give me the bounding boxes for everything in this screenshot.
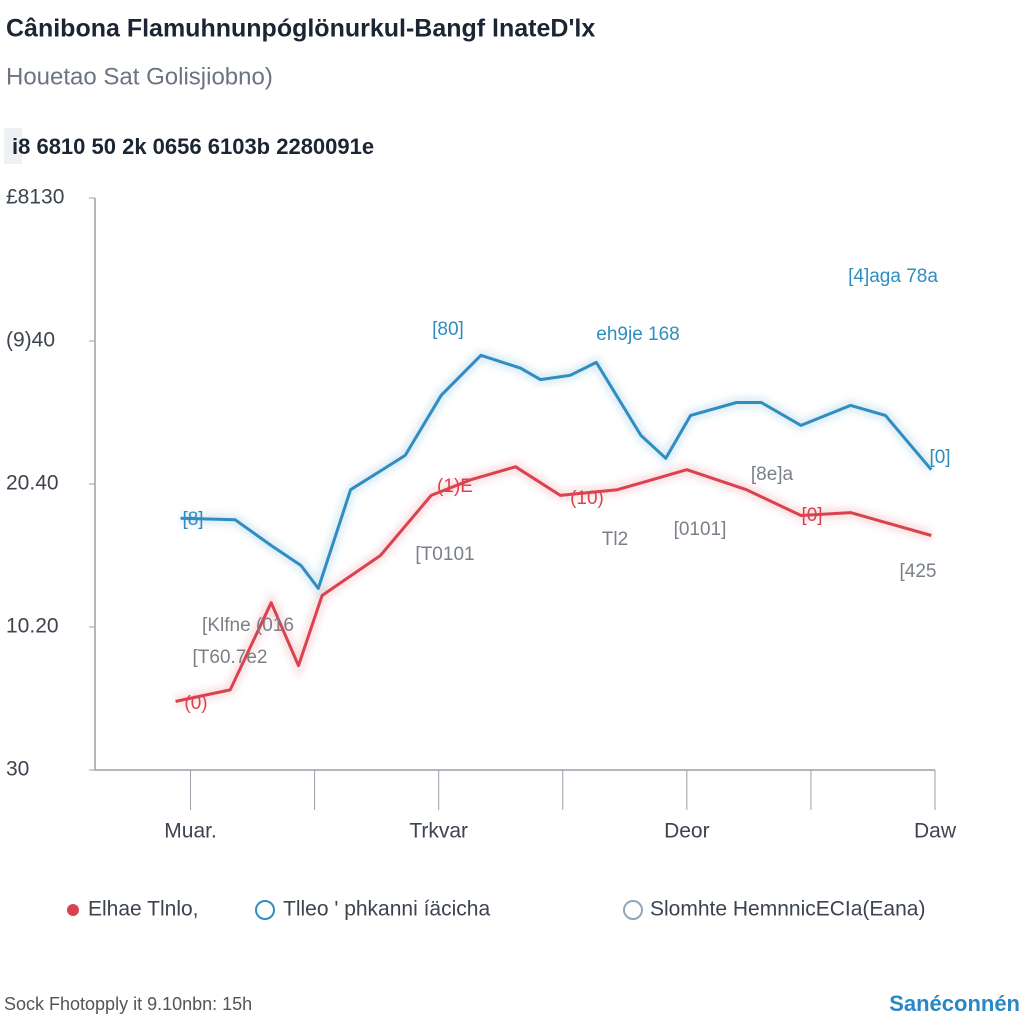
annotation: Tl2 bbox=[602, 529, 628, 550]
annotation: [T0101 bbox=[415, 544, 474, 565]
x-tick-label: Muar. bbox=[164, 820, 217, 843]
series-line bbox=[175, 465, 932, 703]
annotation: [0] bbox=[929, 447, 950, 468]
annotation: [Klfne (016 bbox=[202, 615, 294, 636]
annotation: (10) bbox=[570, 488, 604, 509]
legend-label: Slomhte HemnnicECIa(Eana) bbox=[650, 898, 925, 921]
annotation: [0101] bbox=[674, 519, 727, 540]
series-glow bbox=[180, 349, 936, 600]
annotation: eh9je 168 bbox=[596, 324, 679, 345]
annotation: (1)E bbox=[437, 476, 473, 497]
brand: Sanéconnén bbox=[889, 991, 1020, 1016]
annotation: [4]aga 78a bbox=[848, 266, 938, 287]
annotation: [8e]a bbox=[751, 464, 794, 485]
series-line bbox=[180, 353, 933, 590]
x-tick-label: Daw bbox=[914, 820, 957, 843]
y-tick-label: (9)40 bbox=[6, 329, 55, 352]
annotation: [T60.7e2 bbox=[193, 647, 268, 668]
annotation: (0) bbox=[184, 693, 207, 714]
stats-badge bbox=[4, 128, 22, 164]
chart-title: Cânibona Flamuhnunpóglönurkul-Bangf lnat… bbox=[6, 15, 595, 43]
annotation: [0] bbox=[801, 505, 822, 526]
y-tick-label: 20.40 bbox=[6, 472, 59, 495]
annotation: [8] bbox=[182, 509, 203, 530]
x-tick-label: Trkvar bbox=[409, 820, 468, 843]
legend-label: Tlleo ' phkanni íäcicha bbox=[283, 898, 490, 921]
annotation: [80] bbox=[432, 319, 464, 340]
legend-label: Elhae Tlnlo, bbox=[88, 898, 199, 921]
chart-subtitle: Houetao Sat Golisjiobno) bbox=[6, 63, 273, 90]
y-tick-label: 10.20 bbox=[6, 615, 59, 638]
stats-line: i8 6810 50 2k 0656 6103b 2280091e bbox=[12, 134, 374, 159]
footer: Sock Fhotopply it 9.10nbn: 15h bbox=[4, 994, 252, 1014]
series-glow bbox=[174, 461, 933, 707]
legend-swatch bbox=[623, 900, 643, 920]
legend-swatch bbox=[255, 900, 275, 920]
y-tick-label: £8130 bbox=[6, 186, 64, 209]
legend-swatch bbox=[67, 904, 79, 916]
y-tick-label: 30 bbox=[6, 758, 29, 781]
x-tick-label: Deor bbox=[664, 820, 710, 843]
annotation: [425 bbox=[900, 561, 937, 582]
